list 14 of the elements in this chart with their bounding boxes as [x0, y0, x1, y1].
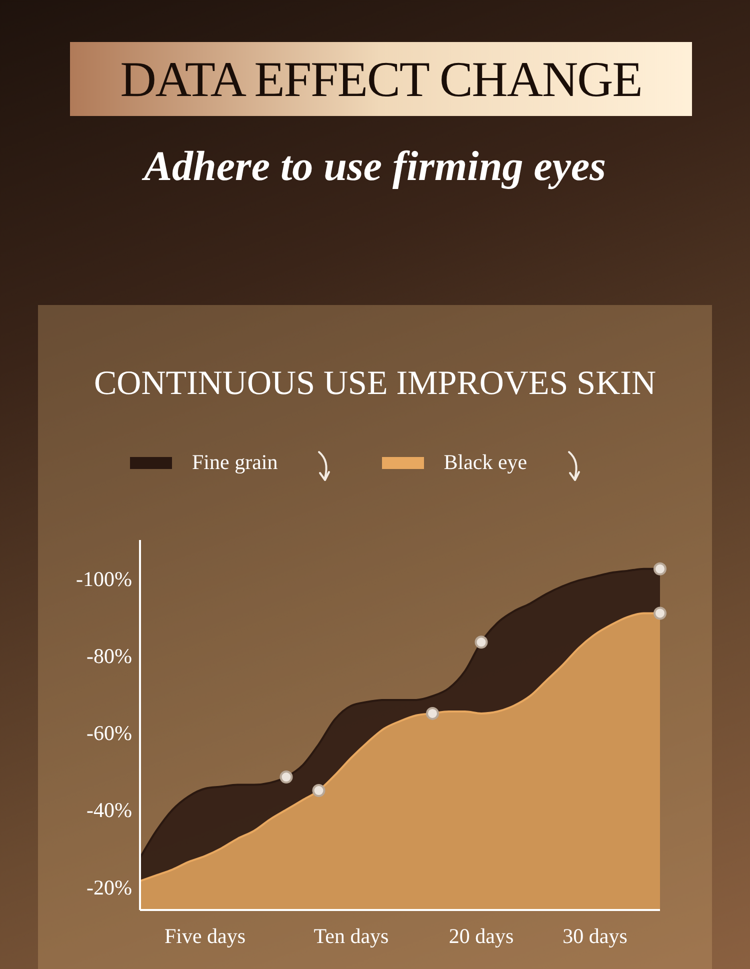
x-tick-label: Ten days	[314, 924, 389, 948]
legend-label: Black eye	[444, 450, 528, 475]
chart-subtitle: Adhere to use firming eyes	[140, 143, 607, 192]
x-tick-label: 20 days	[448, 924, 514, 948]
text: CONTINUOUS USE IMPROVES SKIN	[93, 365, 657, 403]
y-tick-label: -100%	[76, 566, 132, 591]
y-tick-label: -40%	[86, 798, 132, 822]
x-tick-label: 30 days	[562, 924, 628, 948]
y-tick-label: -20%	[86, 875, 132, 900]
x-tick-label: Five days	[164, 924, 246, 948]
y-tick-label: -60%	[86, 721, 132, 746]
y-tick-label: -80%	[86, 644, 132, 668]
legend-label: Fine grain	[192, 450, 278, 475]
chart-title: DATA EFFECT CHANGE	[120, 50, 642, 108]
